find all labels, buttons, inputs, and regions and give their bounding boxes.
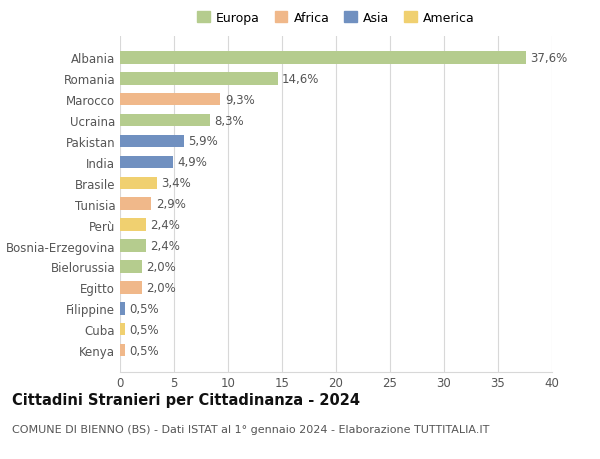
Text: 5,9%: 5,9% (188, 135, 218, 148)
Bar (120, 240, 146, 252)
Bar (120, 156, 173, 169)
Text: Cittadini Stranieri per Cittadinanza - 2024: Cittadini Stranieri per Cittadinanza - 2… (12, 392, 360, 408)
Bar (120, 52, 526, 64)
Text: 2,0%: 2,0% (146, 281, 176, 294)
Bar (120, 261, 142, 273)
Legend: Europa, Africa, Asia, America: Europa, Africa, Asia, America (194, 9, 478, 27)
Text: 0,5%: 0,5% (130, 302, 160, 315)
Text: 2,0%: 2,0% (146, 260, 176, 273)
Text: 0,5%: 0,5% (130, 323, 160, 336)
Bar (120, 135, 184, 148)
Text: 0,5%: 0,5% (130, 344, 160, 357)
Bar (120, 323, 125, 336)
Bar (120, 198, 151, 211)
Text: 9,3%: 9,3% (225, 94, 254, 106)
Bar (120, 344, 125, 357)
Text: 8,3%: 8,3% (214, 114, 244, 127)
Text: 14,6%: 14,6% (282, 73, 319, 85)
Text: 3,4%: 3,4% (161, 177, 191, 190)
Bar (120, 281, 142, 294)
Text: 2,9%: 2,9% (155, 198, 185, 211)
Bar (120, 302, 125, 315)
Text: 2,4%: 2,4% (150, 218, 180, 232)
Bar (120, 177, 157, 190)
Bar (120, 94, 220, 106)
Bar (120, 115, 209, 127)
Text: 37,6%: 37,6% (530, 52, 568, 65)
Text: 2,4%: 2,4% (150, 240, 180, 252)
Text: COMUNE DI BIENNO (BS) - Dati ISTAT al 1° gennaio 2024 - Elaborazione TUTTITALIA.: COMUNE DI BIENNO (BS) - Dati ISTAT al 1°… (12, 425, 490, 435)
Text: 4,9%: 4,9% (177, 156, 207, 169)
Bar (120, 219, 146, 231)
Bar (120, 73, 278, 85)
